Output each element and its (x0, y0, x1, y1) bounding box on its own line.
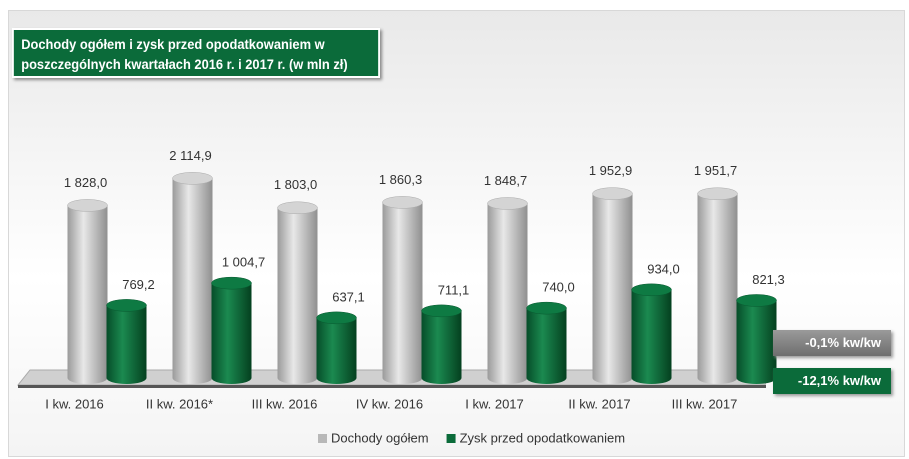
bar-top (631, 283, 672, 297)
bar (631, 289, 672, 378)
data-label: 1 860,3 (379, 172, 422, 187)
data-label: 1 952,9 (589, 163, 632, 178)
x-tick-label: II kw. 2016* (146, 396, 213, 411)
legend-label: Zysk przed opodatkowaniem (460, 430, 625, 445)
x-tick-label: III kw. 2017 (672, 396, 738, 411)
annotation: -0,1% kw/kw (773, 330, 891, 356)
data-label: 934,0 (647, 261, 680, 276)
bar-top (526, 301, 567, 315)
bar-top (67, 199, 108, 212)
data-label: 1 828,0 (64, 175, 107, 190)
bar (316, 317, 357, 378)
data-label: 821,3 (752, 272, 785, 287)
data-label: 1 951,7 (694, 163, 737, 178)
bar (487, 203, 528, 378)
legend-label: Dochody ogółem (331, 430, 429, 445)
bar (526, 308, 567, 378)
bar (67, 205, 108, 378)
axis (18, 385, 766, 388)
bar (697, 193, 738, 378)
legend-swatch (318, 434, 327, 443)
data-label: 2 114,9 (169, 148, 211, 163)
bar (106, 305, 147, 378)
bar-top (316, 311, 357, 325)
bar-top (277, 201, 318, 215)
data-label: 1 803,0 (274, 177, 317, 192)
annotation: -12,1% kw/kw (773, 368, 891, 394)
data-label: 711,1 (438, 282, 470, 297)
bar-top (106, 299, 147, 312)
bar (172, 178, 213, 378)
x-tick-label: I kw. 2016 (45, 396, 104, 411)
bar (736, 300, 777, 378)
bar (592, 193, 633, 378)
bar-top (172, 172, 213, 185)
bar-top (382, 196, 423, 209)
bar (211, 283, 252, 378)
x-tick-label: II kw. 2017 (568, 396, 630, 411)
x-tick-label: I kw. 2017 (465, 396, 524, 411)
data-label: 1 004,7 (222, 255, 265, 270)
legend-swatch (446, 434, 456, 443)
chart-title: Dochody ogółem i zysk przed opodatkowani… (12, 28, 380, 78)
x-tick-label: IV kw. 2016 (356, 396, 423, 411)
bar (277, 207, 318, 378)
bar (421, 310, 462, 378)
bar-top (736, 294, 777, 307)
bar-top (211, 276, 252, 290)
bar-top (421, 304, 462, 318)
bar (382, 202, 423, 378)
x-tick-label: III kw. 2016 (252, 396, 318, 411)
bar-top (697, 187, 738, 201)
data-label: 637,1 (332, 289, 365, 304)
bar-top (592, 187, 633, 200)
data-label: 1 848,7 (484, 173, 527, 188)
data-label: 769,2 (122, 277, 155, 292)
data-label: 740,0 (542, 280, 575, 295)
bar-top (487, 197, 528, 210)
